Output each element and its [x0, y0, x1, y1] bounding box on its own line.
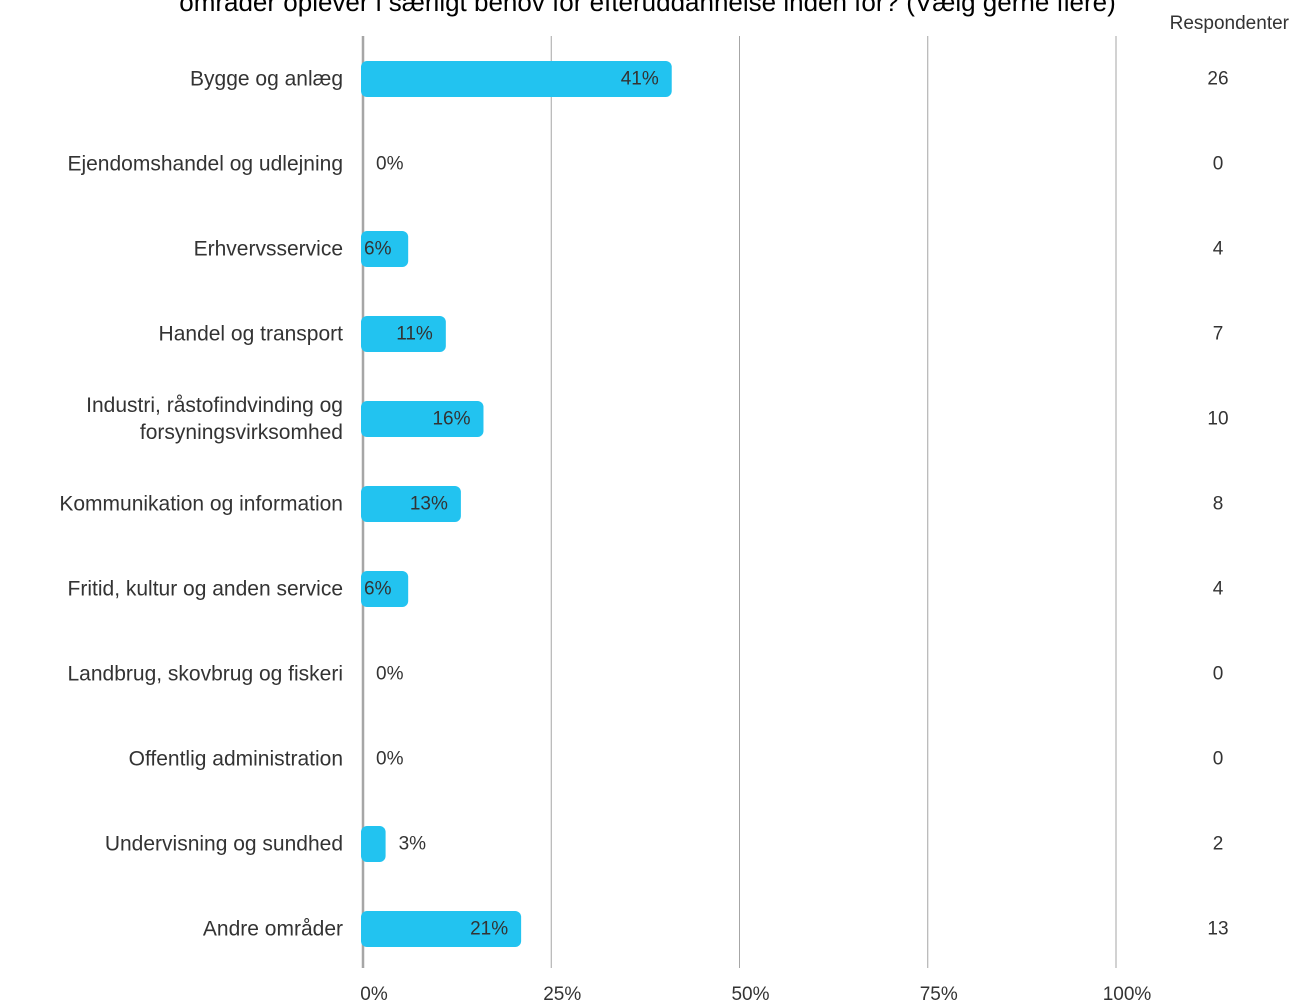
bar: [361, 316, 446, 352]
bar: [361, 486, 461, 522]
value-label: 6%: [364, 579, 392, 600]
category-label: Industri, råstofindvinding og: [86, 394, 343, 417]
category-label: Offentlig administration: [129, 748, 343, 771]
bars: [361, 61, 672, 947]
respondent-count: 2: [1213, 834, 1224, 855]
value-label: 13%: [410, 494, 448, 515]
respondent-count: 0: [1213, 154, 1224, 175]
category-label: forsyningsvirksomhed: [140, 421, 343, 444]
respondent-count: 7: [1213, 324, 1224, 345]
bar: [361, 231, 409, 267]
x-axis-ticks: 0% 25% 50% 75% 100%: [360, 984, 1151, 1005]
respondent-count: 13: [1207, 919, 1228, 940]
value-label: 41%: [621, 69, 659, 90]
value-labels: 41% 0% 6% 11% 16% 13% 6% 0% 0% 3% 21%: [364, 69, 659, 940]
x-tick-label: 75%: [920, 984, 958, 1005]
value-label: 16%: [432, 409, 470, 430]
x-tick-label: 25%: [543, 984, 581, 1005]
bar: [361, 61, 672, 97]
category-label: Ejendomshandel og udlejning: [67, 153, 343, 176]
respondent-count: 26: [1207, 69, 1228, 90]
x-tick-label: 0%: [360, 984, 388, 1005]
category-label: Fritid, kultur og anden service: [68, 578, 343, 601]
value-label: 11%: [396, 324, 433, 345]
value-label: 0%: [376, 154, 404, 175]
category-labels: Bygge og anlæg Ejendomshandel og udlejnin…: [59, 68, 343, 941]
chart-title: områder oplever i særligt behov for efte…: [179, 0, 1116, 17]
category-label: Undervisning og sundhed: [105, 833, 343, 856]
x-tick-label: 100%: [1103, 984, 1152, 1005]
category-label: Erhvervsservice: [194, 238, 343, 261]
bar: [361, 826, 386, 862]
respondents-column-header: Respondenter: [1169, 13, 1289, 34]
category-label: Andre områder: [203, 918, 343, 941]
category-label: Kommunikation og information: [59, 493, 343, 516]
bar: [361, 571, 409, 607]
gridlines: [361, 36, 1117, 968]
respondent-count: 4: [1213, 579, 1224, 600]
category-label: Handel og transport: [159, 323, 344, 346]
respondent-count: 0: [1213, 664, 1224, 685]
bar: [361, 911, 522, 947]
respondent-counts: 26 0 4 7 10 8 4 0 0 2 13: [1207, 69, 1228, 940]
bar: [361, 401, 484, 437]
respondent-count: 10: [1207, 409, 1228, 430]
value-label: 21%: [470, 919, 508, 940]
respondent-count: 8: [1213, 494, 1224, 515]
respondent-count: 4: [1213, 239, 1224, 260]
respondent-count: 0: [1213, 749, 1224, 770]
value-label: 0%: [376, 749, 404, 770]
value-label: 3%: [399, 834, 427, 855]
x-tick-label: 50%: [731, 984, 769, 1005]
value-label: 0%: [376, 664, 404, 685]
category-label: Bygge og anlæg: [190, 68, 343, 91]
value-label: 6%: [364, 239, 392, 260]
category-label: Landbrug, skovbrug og fiskeri: [68, 663, 344, 686]
